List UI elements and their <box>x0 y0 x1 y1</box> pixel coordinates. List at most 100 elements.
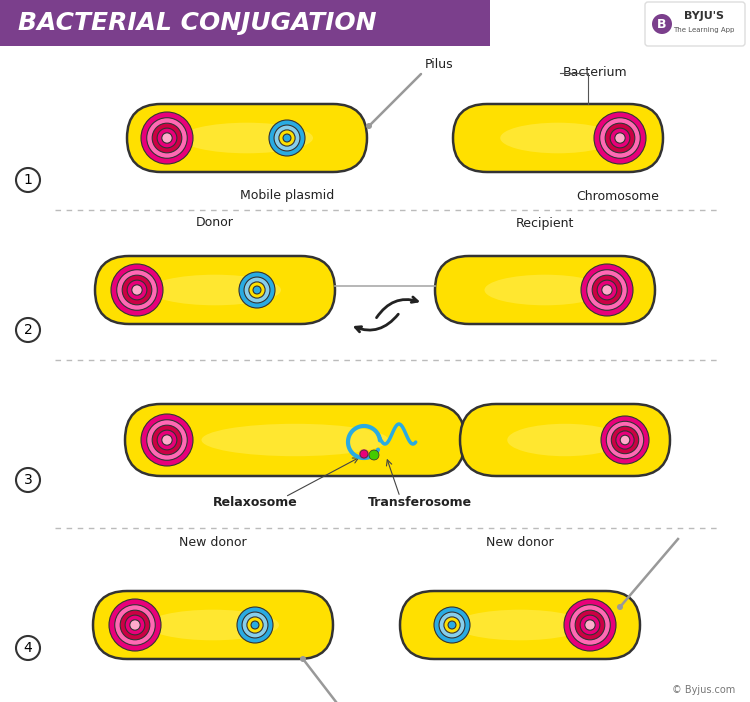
Circle shape <box>141 112 193 164</box>
Circle shape <box>279 130 295 146</box>
Circle shape <box>444 617 460 633</box>
Circle shape <box>130 620 140 630</box>
Text: Chromosome: Chromosome <box>577 190 659 202</box>
Circle shape <box>109 599 161 651</box>
Circle shape <box>652 14 672 34</box>
Circle shape <box>152 123 182 153</box>
Circle shape <box>269 120 305 156</box>
Circle shape <box>147 118 188 158</box>
FancyBboxPatch shape <box>95 256 335 324</box>
Circle shape <box>581 264 633 316</box>
Circle shape <box>615 133 626 143</box>
Text: B: B <box>657 18 667 30</box>
Circle shape <box>242 612 268 638</box>
Circle shape <box>247 617 263 633</box>
FancyBboxPatch shape <box>93 591 333 659</box>
Circle shape <box>369 450 379 460</box>
Ellipse shape <box>454 610 586 640</box>
Circle shape <box>580 615 600 635</box>
Ellipse shape <box>147 610 279 640</box>
Text: Pilus: Pilus <box>425 58 454 71</box>
Circle shape <box>16 636 40 660</box>
Text: Bacterium: Bacterium <box>563 67 628 79</box>
Circle shape <box>611 426 639 453</box>
Text: 1: 1 <box>23 173 32 187</box>
Circle shape <box>157 128 177 148</box>
Circle shape <box>249 282 265 298</box>
Circle shape <box>597 280 617 300</box>
Text: 4: 4 <box>24 641 32 655</box>
Text: Donor: Donor <box>196 216 234 230</box>
Circle shape <box>251 621 259 629</box>
Circle shape <box>601 416 649 464</box>
Circle shape <box>244 277 270 303</box>
Circle shape <box>617 604 623 610</box>
Circle shape <box>605 123 634 153</box>
Text: Transferosome: Transferosome <box>368 496 472 508</box>
Circle shape <box>586 270 627 310</box>
Ellipse shape <box>507 424 622 456</box>
Circle shape <box>439 612 465 638</box>
Circle shape <box>125 615 145 635</box>
Ellipse shape <box>181 123 313 153</box>
Text: BYJU'S: BYJU'S <box>684 11 724 21</box>
Circle shape <box>585 620 596 630</box>
Circle shape <box>115 604 155 645</box>
Circle shape <box>592 275 622 305</box>
Circle shape <box>162 435 172 445</box>
FancyBboxPatch shape <box>125 404 465 476</box>
Text: 2: 2 <box>24 323 32 337</box>
FancyBboxPatch shape <box>645 2 745 46</box>
Text: © Byjus.com: © Byjus.com <box>672 685 735 695</box>
Text: 3: 3 <box>24 473 32 487</box>
FancyBboxPatch shape <box>453 104 663 172</box>
Circle shape <box>120 610 150 640</box>
Circle shape <box>448 621 456 629</box>
Circle shape <box>141 414 193 466</box>
Circle shape <box>127 280 147 300</box>
Circle shape <box>602 285 612 296</box>
Circle shape <box>117 270 158 310</box>
Circle shape <box>239 272 275 308</box>
Circle shape <box>594 112 646 164</box>
Circle shape <box>300 656 306 662</box>
FancyBboxPatch shape <box>460 404 670 476</box>
Text: BACTERIAL CONJUGATION: BACTERIAL CONJUGATION <box>18 11 376 35</box>
Circle shape <box>610 128 630 148</box>
Circle shape <box>575 610 604 640</box>
Circle shape <box>237 607 273 643</box>
Circle shape <box>564 599 616 651</box>
Circle shape <box>157 430 177 450</box>
Circle shape <box>162 133 172 143</box>
Text: New donor: New donor <box>179 536 247 550</box>
Circle shape <box>616 431 634 449</box>
Ellipse shape <box>149 274 281 305</box>
Circle shape <box>16 168 40 192</box>
Circle shape <box>111 264 163 316</box>
Text: Recipient: Recipient <box>516 216 574 230</box>
Circle shape <box>570 604 610 645</box>
Circle shape <box>434 607 470 643</box>
Text: Mobile plasmid: Mobile plasmid <box>240 190 334 202</box>
Text: Relaxosome: Relaxosome <box>213 496 297 508</box>
Circle shape <box>152 425 182 455</box>
Circle shape <box>600 118 640 158</box>
Circle shape <box>122 275 152 305</box>
Circle shape <box>16 468 40 492</box>
Ellipse shape <box>484 274 605 305</box>
Circle shape <box>283 134 291 142</box>
Circle shape <box>606 421 644 458</box>
Circle shape <box>366 123 372 129</box>
Ellipse shape <box>202 424 388 456</box>
Circle shape <box>253 286 261 294</box>
Ellipse shape <box>500 123 616 153</box>
Circle shape <box>620 435 630 445</box>
Circle shape <box>274 125 300 151</box>
FancyBboxPatch shape <box>400 591 640 659</box>
Text: The Learning App: The Learning App <box>674 27 735 33</box>
FancyBboxPatch shape <box>0 0 490 46</box>
Text: New donor: New donor <box>486 536 554 550</box>
FancyBboxPatch shape <box>435 256 655 324</box>
FancyBboxPatch shape <box>127 104 367 172</box>
Circle shape <box>147 420 188 461</box>
